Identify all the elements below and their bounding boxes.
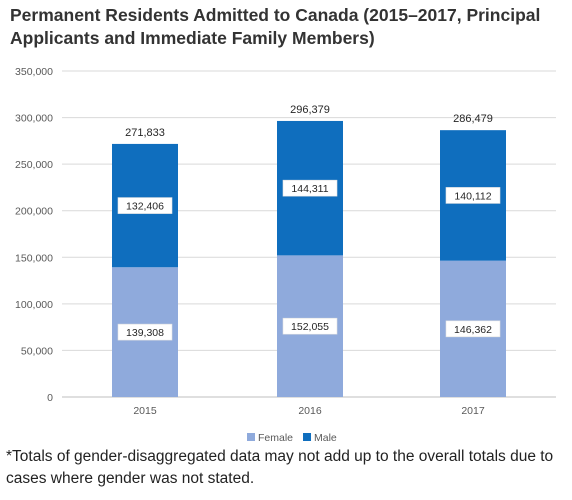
x-tick-label: 2016 [298,405,322,417]
data-label: 146,362 [454,324,492,336]
y-tick-label: 300,000 [15,113,53,125]
data-label: 140,112 [454,190,491,202]
data-label-box [445,320,501,338]
y-tick-label: 150,000 [15,252,53,264]
legend-label: Male [314,432,337,444]
total-label: 286,479 [453,113,493,125]
legend-swatch-female [247,433,255,441]
x-tick-label: 2017 [461,405,485,417]
data-label: 144,311 [291,183,328,195]
data-label-box [117,197,173,214]
data-label: 139,308 [126,327,164,339]
x-tick-label: 2015 [133,405,157,417]
y-tick-label: 200,000 [15,206,53,218]
data-label: 132,406 [126,201,164,213]
data-label-box [117,323,173,341]
y-tick-label: 250,000 [15,159,53,171]
footnote: *Totals of gender-disaggregated data may… [6,448,554,487]
legend-swatch-male [303,433,312,441]
data-label-box [282,317,338,335]
data-label: 152,055 [291,321,329,333]
y-tick-label: 100,000 [15,299,53,311]
y-tick-label: 50,000 [21,345,53,357]
data-label-box [282,179,338,197]
stacked-bar-chart: 0 50,000 100,000 150,000 200,000 250,000 300,0… [15,66,556,444]
y-tick-label: 350,000 [15,66,53,78]
y-tick-label: 0 [47,392,53,404]
total-label: 296,379 [290,104,330,116]
total-label: 271,833 [125,127,165,139]
legend-label: Female [258,432,293,444]
data-label-box [445,187,501,204]
chart-title: Permanent Residents Admitted to Canada (… [10,5,541,48]
